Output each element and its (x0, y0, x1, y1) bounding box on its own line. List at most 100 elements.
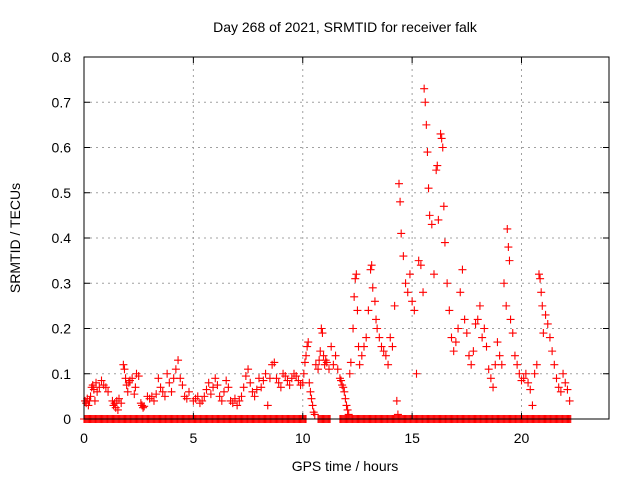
data-point (241, 372, 250, 381)
data-point (478, 333, 487, 342)
data-point (519, 374, 528, 383)
data-point (104, 387, 113, 396)
y-axis-label: SRMTID / TECUs (7, 183, 23, 293)
data-point (456, 288, 465, 297)
data-point (504, 243, 513, 252)
data-point (246, 378, 255, 387)
data-point (458, 265, 467, 274)
data-point (130, 390, 139, 399)
data-point (405, 270, 414, 279)
data-point (503, 224, 512, 233)
data-point (176, 374, 185, 383)
data-point (425, 211, 434, 220)
data-point (427, 220, 436, 229)
data-point (432, 166, 441, 175)
x-tick-label: 10 (295, 430, 311, 446)
data-point (559, 369, 568, 378)
data-point (97, 376, 106, 385)
data-point (486, 374, 495, 383)
data-point (475, 301, 484, 310)
data-point (495, 351, 504, 360)
data-point (90, 396, 99, 405)
data-point (543, 319, 552, 328)
data-point (152, 390, 161, 399)
data-point (139, 403, 148, 412)
data-point (548, 347, 557, 356)
data-point (113, 405, 122, 414)
data-point (342, 401, 351, 410)
data-point (340, 387, 349, 396)
data-point (423, 148, 432, 157)
data-point (213, 381, 222, 390)
data-point (381, 351, 390, 360)
y-tick-label: 0.2 (52, 321, 72, 337)
data-point (545, 333, 554, 342)
data-point (469, 347, 478, 356)
data-point (536, 274, 545, 283)
data-point (419, 288, 428, 297)
data-points (80, 84, 575, 423)
data-point (257, 383, 266, 392)
data-point (392, 396, 401, 405)
data-point (341, 394, 350, 403)
y-tick-label: 0.8 (52, 49, 72, 65)
data-point (390, 301, 399, 310)
data-point (565, 396, 574, 405)
data-point (163, 369, 172, 378)
x-tick-label: 0 (80, 430, 88, 446)
data-point (505, 256, 514, 265)
data-point (395, 179, 403, 188)
data-point (215, 392, 224, 401)
data-point (352, 270, 361, 279)
data-point (482, 342, 491, 351)
data-point (158, 387, 167, 396)
data-point (538, 301, 547, 310)
y-tick-label: 0.1 (52, 366, 72, 382)
data-point (353, 306, 362, 315)
data-point (377, 342, 386, 351)
data-point (513, 360, 522, 369)
grid-lines (84, 57, 609, 419)
y-tick-label: 0.6 (52, 140, 72, 156)
y-tick-label: 0.4 (52, 230, 72, 246)
data-point (86, 392, 95, 401)
data-point (439, 202, 448, 211)
data-point (322, 358, 331, 367)
data-point (287, 374, 296, 383)
data-point (283, 376, 292, 385)
data-point (502, 301, 511, 310)
data-point (556, 387, 565, 396)
data-point (436, 129, 445, 138)
data-point (373, 324, 382, 333)
data-point (255, 374, 263, 383)
data-point (484, 365, 493, 374)
data-point (147, 392, 156, 401)
data-point (397, 229, 406, 238)
y-tick-label: 0.5 (52, 185, 72, 201)
x-tick-label: 15 (404, 430, 420, 446)
data-point (552, 374, 561, 383)
data-point (299, 369, 308, 378)
data-point (123, 387, 132, 396)
data-point (401, 279, 410, 288)
data-point (344, 410, 353, 419)
data-point (362, 333, 371, 342)
data-point (438, 143, 447, 152)
data-point (537, 288, 546, 297)
data-point (156, 383, 165, 392)
data-point (421, 98, 430, 107)
data-point (292, 372, 301, 381)
data-point (237, 392, 246, 401)
data-point (134, 372, 143, 381)
data-point (259, 376, 268, 385)
y-tick-label: 0.7 (52, 94, 72, 110)
data-point (399, 252, 408, 261)
data-point (211, 374, 220, 383)
data-point (300, 358, 309, 367)
data-point (532, 360, 541, 369)
data-point (319, 351, 328, 360)
data-point (460, 315, 469, 324)
y-tick-label: 0.3 (52, 275, 72, 291)
data-point (93, 387, 102, 396)
data-point (316, 347, 325, 356)
